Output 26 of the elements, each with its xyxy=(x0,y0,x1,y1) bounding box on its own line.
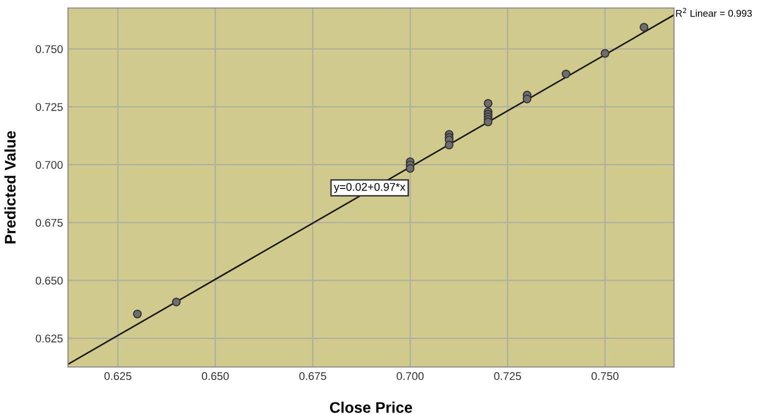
point xyxy=(640,22,648,32)
point xyxy=(444,140,454,150)
y-tick-label: 0.750 xyxy=(36,45,63,54)
point xyxy=(172,298,181,306)
y-tick-label: 0.675 xyxy=(36,218,63,227)
point xyxy=(600,49,610,58)
annotation: R$^{2}$ Linear = 0.993 xyxy=(676,8,752,17)
x-tick-label: 0.750 xyxy=(592,372,618,380)
annotation: y=0.02+0.97*x xyxy=(334,182,406,194)
y-tick-label: 0.700 xyxy=(36,160,63,169)
point xyxy=(562,70,570,78)
point xyxy=(133,310,142,318)
x-tick-label: 0.700 xyxy=(396,372,424,380)
x-tick-label: 0.625 xyxy=(104,372,132,380)
x-tick-label: 0.650 xyxy=(202,372,229,380)
y-tick-label: 0.650 xyxy=(36,276,63,285)
x-tick-label: 0.725 xyxy=(494,372,522,380)
x-tick-label: 0.675 xyxy=(299,372,326,380)
y-axis-title: Predicted Value xyxy=(4,131,16,244)
y-tick-label: 0.725 xyxy=(36,103,63,111)
point xyxy=(522,94,532,104)
point xyxy=(484,118,492,126)
x-axis-title: Close Price xyxy=(330,402,412,413)
y-tick-label: 0.625 xyxy=(36,334,63,342)
point xyxy=(484,99,492,108)
point xyxy=(406,164,415,173)
